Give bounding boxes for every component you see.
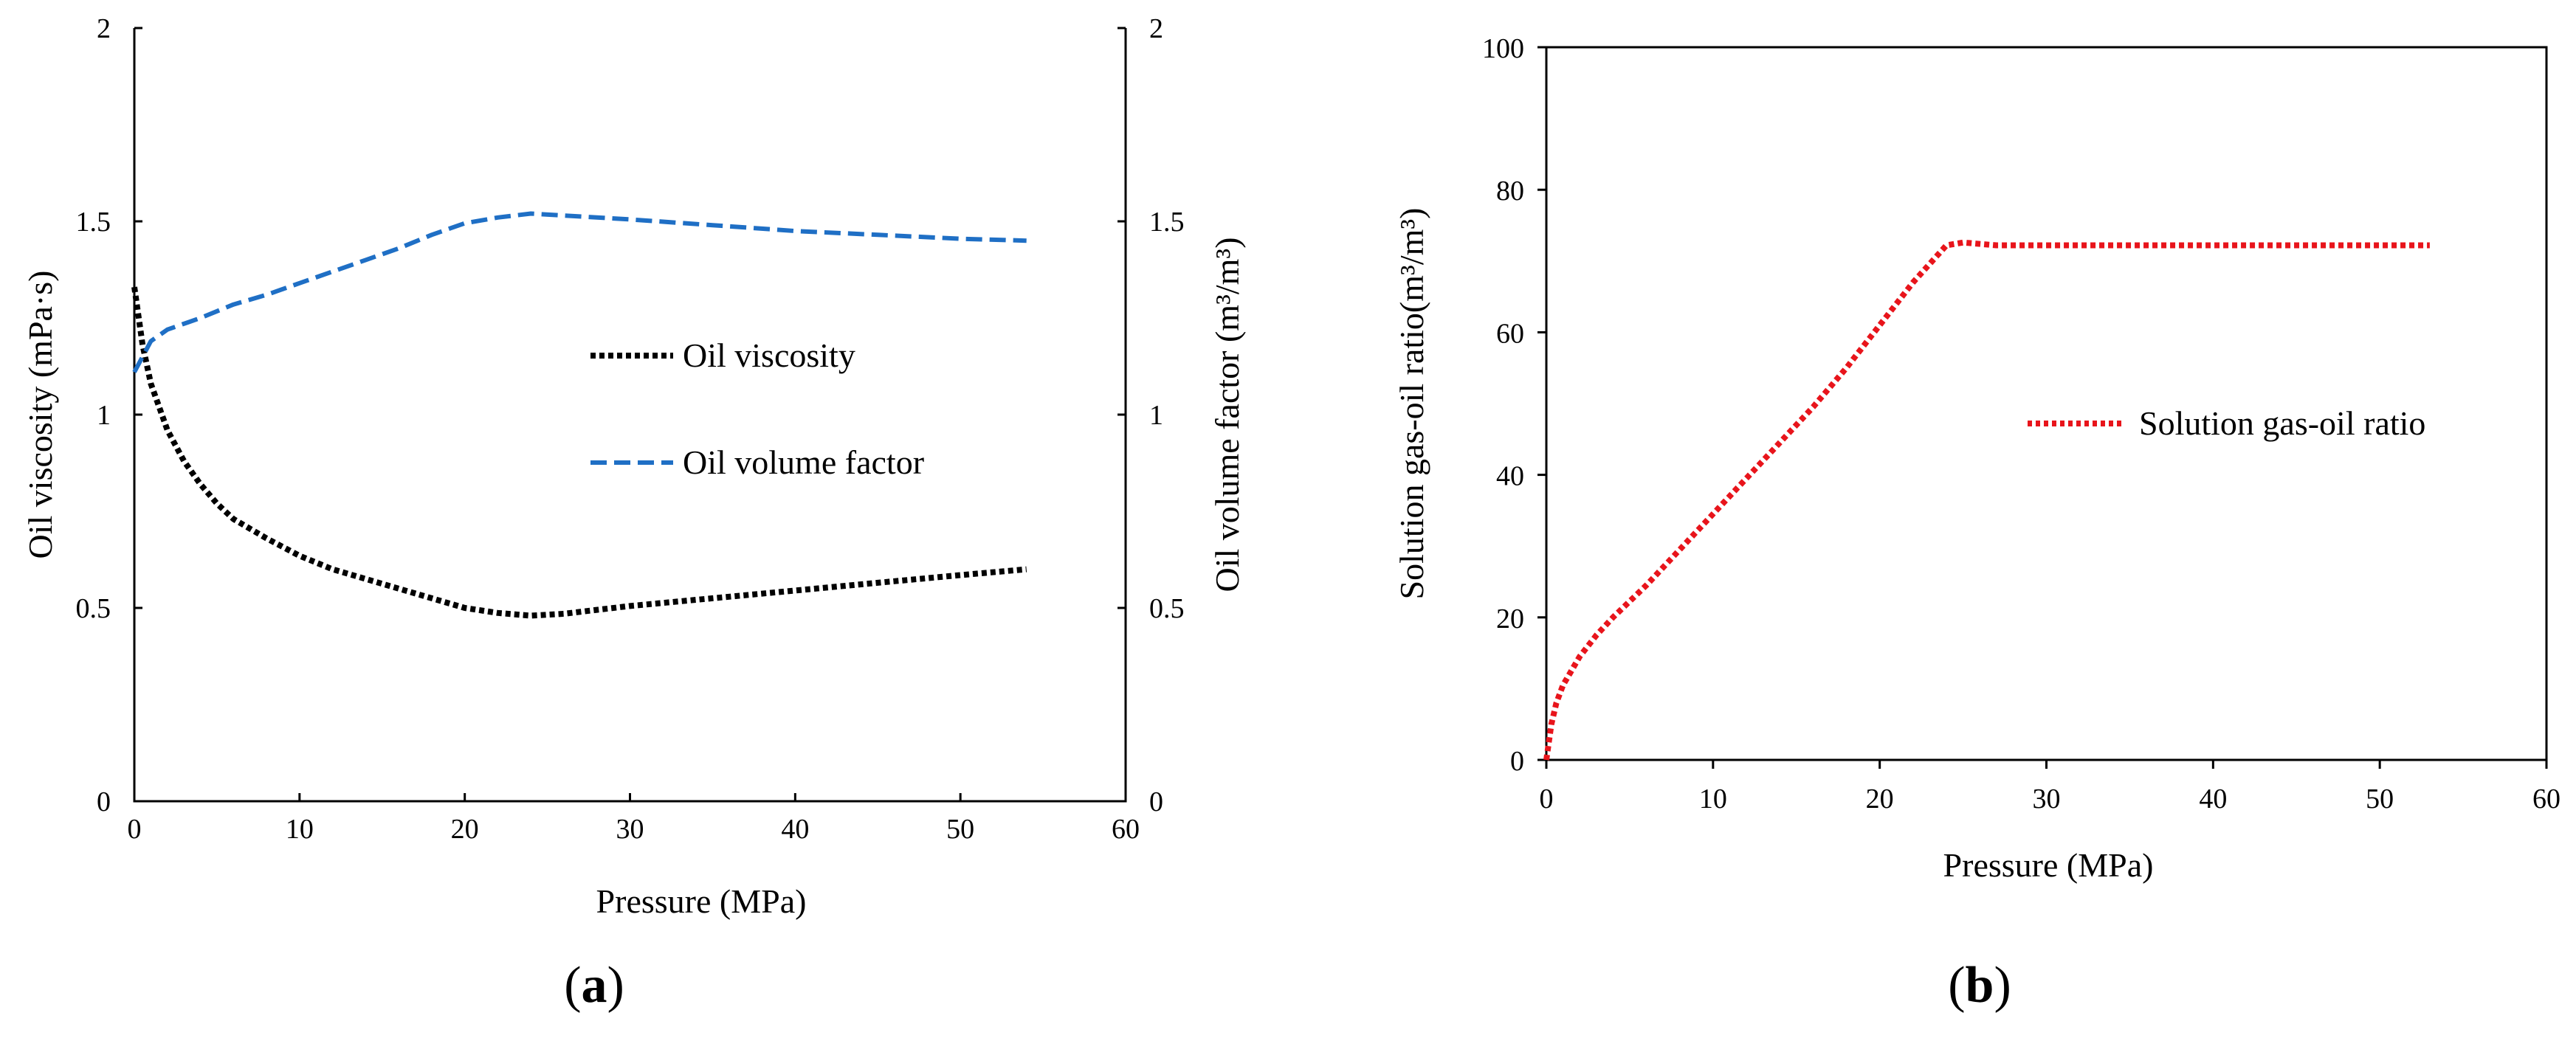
chart-b-x-tick-label: 60: [2532, 784, 2560, 815]
chart-b-plot-frame: [1545, 46, 2548, 761]
chart-b-y-tick-label: 60: [1496, 318, 1524, 349]
panel-label-a: (a): [564, 957, 624, 1014]
chart-a: 0 10 20 30 40 50 60 0 0.5 1 1.5 2 0 0.5 1 1.5 2 Pressu…: [21, 13, 1246, 920]
chart-a-y-tick-label: 0.5: [76, 593, 111, 624]
chart-a-x-tick-label: 40: [781, 814, 809, 845]
panel-label-b: (b): [1948, 957, 2011, 1014]
chart-b: 0 10 20 30 40 50 60 0 20 40 60 80 100 Pressure (MPa…: [1393, 33, 2560, 884]
legend-oil-viscosity-label: Oil viscosity: [683, 336, 855, 374]
chart-b-x-tick-label: 0: [1540, 784, 1554, 815]
chart-b-x-tick-label: 20: [1866, 784, 1894, 815]
chart-a-y2-tick-label: 0.5: [1149, 593, 1185, 624]
chart-b-legend: Solution gas-oil ratio: [2028, 404, 2425, 442]
chart-b-x-ticks: 0 10 20 30 40 50 60: [1540, 760, 2560, 815]
chart-a-y2-axis-label: Oil volume factor (m³/m³): [1208, 237, 1246, 592]
panel-label-a-letter: a: [582, 957, 607, 1014]
chart-b-series-solution-gas-oil-ratio-line: [1543, 239, 2430, 761]
chart-b-x-axis-label: Pressure (MPa): [1943, 846, 2154, 884]
chart-b-y-tick-label: 20: [1496, 603, 1524, 634]
chart-a-y-tick-label: 1: [97, 400, 111, 431]
chart-b-x-tick-label: 10: [1699, 784, 1727, 815]
panel-label-b-letter: b: [1966, 957, 1994, 1014]
chart-a-axes: [133, 28, 1127, 803]
legend-oil-volume-factor-label: Oil volume factor: [683, 443, 924, 481]
chart-b-y-ticks: 0 20 40 60 80 100: [1482, 33, 1546, 777]
chart-a-x-tick-label: 50: [946, 814, 974, 845]
chart-a-x-tick-label: 0: [128, 814, 142, 845]
chart-b-y-tick-label: 40: [1496, 461, 1524, 492]
chart-a-x-tick-label: 20: [451, 814, 479, 845]
chart-a-y2-tick-label: 1.5: [1149, 207, 1185, 238]
chart-a-y-tick-label: 2: [97, 13, 111, 44]
chart-a-y-tick-label: 1.5: [76, 207, 111, 238]
chart-b-series: [1543, 239, 2430, 761]
chart-a-series: [131, 211, 1027, 619]
chart-a-y-tick-label: 0: [97, 786, 111, 817]
chart-b-x-tick-label: 50: [2366, 784, 2394, 815]
chart-b-y-tick-label: 0: [1510, 746, 1524, 777]
chart-b-y-axis-label: Solution gas-oil ratio(m³/m³): [1393, 208, 1430, 600]
chart-b-x-tick-label: 40: [2199, 784, 2227, 815]
chart-a-x-tick-label: 10: [286, 814, 314, 845]
chart-a-y2-tick-label: 2: [1149, 13, 1163, 44]
chart-a-y2-tick-label: 0: [1149, 786, 1163, 817]
chart-a-series-oil-viscosity-line: [131, 286, 1027, 619]
chart-a-y2-ticks: 0 0.5 1 1.5 2: [1117, 13, 1185, 817]
chart-a-x-ticks: 0 10 20 30 40 50 60: [128, 793, 1140, 845]
chart-a-x-tick-label: 30: [616, 814, 644, 845]
chart-a-legend: Oil viscosity Oil volume factor: [590, 336, 924, 481]
chart-a-y-axis-label: Oil viscosity (mPa·s): [21, 271, 59, 559]
chart-b-y-tick-label: 100: [1482, 33, 1524, 64]
chart-a-series-oil-volume-factor-line: [132, 211, 1027, 373]
chart-a-x-tick-label: 60: [1112, 814, 1140, 845]
chart-a-y2-tick-label: 1: [1149, 400, 1163, 431]
chart-b-x-tick-label: 30: [2033, 784, 2061, 815]
chart-a-y-ticks: 0 0.5 1 1.5 2: [76, 13, 142, 817]
chart-b-y-tick-label: 80: [1496, 176, 1524, 207]
chart-a-x-axis-label: Pressure (MPa): [596, 882, 807, 920]
legend-solution-gas-oil-ratio-label: Solution gas-oil ratio: [2139, 404, 2425, 442]
